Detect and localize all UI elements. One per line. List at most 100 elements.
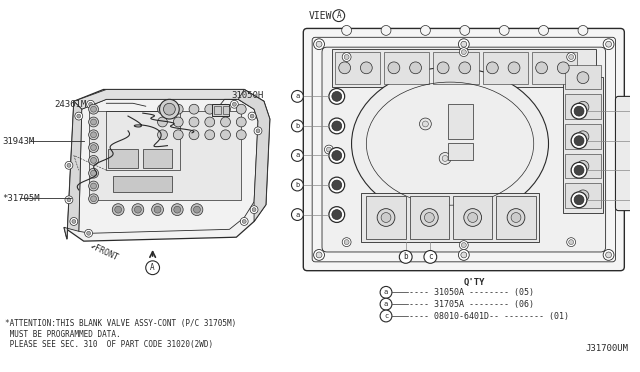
Circle shape [86,231,91,235]
Circle shape [420,209,438,227]
Circle shape [157,117,168,127]
Text: a: a [295,93,300,99]
Circle shape [381,212,391,222]
Text: Q'TY: Q'TY [464,278,485,286]
Circle shape [91,119,97,125]
Text: a: a [384,301,388,307]
Circle shape [250,114,254,118]
Circle shape [91,145,97,151]
Circle shape [577,190,589,202]
Circle shape [460,48,468,57]
Bar [335,52,380,84]
Circle shape [88,104,99,114]
Circle shape [381,26,391,35]
Bar [496,196,536,239]
Circle shape [329,89,345,104]
Circle shape [236,130,246,140]
Circle shape [88,143,99,153]
Circle shape [132,204,144,215]
Text: a: a [384,289,388,295]
Circle shape [88,181,99,191]
Circle shape [424,250,436,263]
Circle shape [248,112,256,120]
Circle shape [486,62,499,74]
Circle shape [339,62,351,74]
Text: *ATTENTION:THIS BLANK VALVE ASSY-CONT (P/C 31705M): *ATTENTION:THIS BLANK VALVE ASSY-CONT (P… [5,319,236,328]
Text: ---- 31705A -------- (06): ---- 31705A -------- (06) [409,300,534,309]
Circle shape [172,204,183,215]
Circle shape [333,10,345,22]
Circle shape [154,206,161,213]
Polygon shape [238,90,270,221]
Circle shape [460,26,470,35]
Circle shape [88,194,99,204]
Circle shape [360,62,372,74]
Circle shape [571,192,587,208]
Circle shape [420,26,430,35]
Circle shape [205,117,214,127]
Circle shape [329,118,345,134]
Circle shape [254,127,262,135]
Circle shape [574,136,584,145]
Circle shape [205,104,214,114]
Circle shape [189,130,199,140]
Circle shape [468,212,477,222]
Bar [214,106,221,114]
Circle shape [461,41,467,47]
Circle shape [577,101,589,113]
Circle shape [437,62,449,74]
Circle shape [439,153,451,164]
Circle shape [291,179,303,191]
FancyBboxPatch shape [322,47,605,252]
Circle shape [458,250,469,260]
Bar [410,196,449,239]
Circle shape [163,103,175,115]
Bar [362,193,539,242]
Circle shape [91,106,97,112]
Circle shape [326,147,332,152]
Circle shape [459,62,470,74]
Circle shape [91,170,97,176]
Circle shape [571,133,587,148]
Circle shape [577,131,589,143]
Circle shape [424,212,435,222]
Bar [453,196,492,239]
FancyBboxPatch shape [616,96,640,211]
Circle shape [88,168,99,178]
Bar [448,104,473,139]
Text: c: c [428,252,433,262]
Circle shape [316,41,322,47]
Circle shape [458,39,469,49]
Circle shape [605,41,612,47]
Circle shape [314,250,324,260]
Bar [212,104,230,116]
Circle shape [77,114,81,118]
Circle shape [329,207,345,222]
Text: J31700UM: J31700UM [586,344,629,353]
Circle shape [174,206,180,213]
Circle shape [419,118,431,130]
Circle shape [152,204,163,215]
Text: MUST BE PROGRAMMED DATA.: MUST BE PROGRAMMED DATA. [5,330,120,339]
Circle shape [159,99,179,119]
Circle shape [230,100,238,108]
Circle shape [329,148,345,163]
Circle shape [291,150,303,161]
Circle shape [291,120,303,132]
Circle shape [557,62,569,74]
Circle shape [380,310,392,322]
Circle shape [332,121,342,131]
Text: A: A [337,11,341,20]
Text: b: b [295,182,300,188]
Circle shape [324,145,333,154]
Circle shape [344,240,349,245]
Bar [563,77,603,212]
Circle shape [461,252,467,258]
Bar [113,176,172,192]
Text: c: c [384,313,388,319]
Bar [143,148,172,168]
Circle shape [539,26,548,35]
Circle shape [399,250,412,263]
Circle shape [342,26,351,35]
Circle shape [507,209,525,227]
